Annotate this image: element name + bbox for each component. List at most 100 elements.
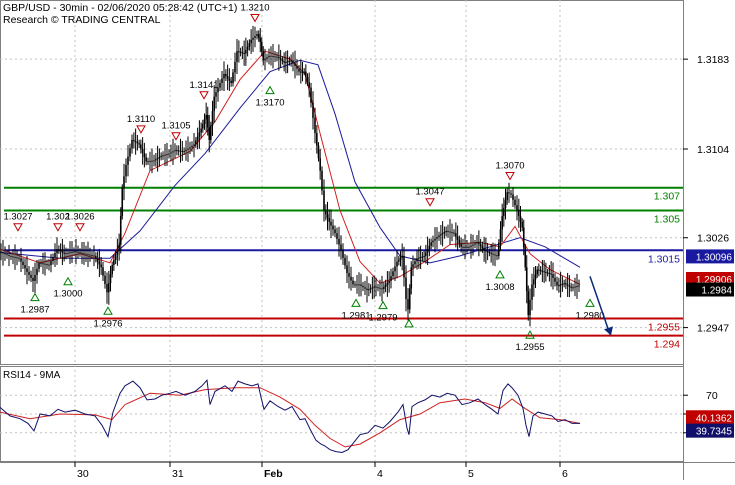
price-bar-body [48,264,50,266]
price-bar-body [50,261,52,266]
price-bar-body [332,225,334,230]
price-bar-body [256,34,258,37]
price-bar-body [559,284,562,286]
price-bar-body [298,68,300,72]
price-bar-body [46,264,48,266]
price-bar-body [449,231,451,233]
price-bar-body [81,252,83,254]
price-bar-body [259,38,262,43]
price-bar-body [384,284,387,287]
price-bar-body [407,299,409,310]
price-bar-body [419,257,422,259]
price-bar-body [268,55,270,58]
price-bar-body [453,232,455,234]
price-bar-body [245,50,247,54]
last-price-box-bg [686,272,734,287]
price-bar-body [65,253,67,255]
last-price-box: 1.30096 [686,249,734,264]
price-bar-body [317,145,320,159]
low-marker-label: 1.3170 [255,98,284,109]
price-bar-body [147,161,149,163]
price-bar-body [578,285,580,287]
price-bar-body [176,150,178,152]
price-bar-body [545,271,547,273]
price-bar-body [230,80,232,84]
price-bar-body [252,37,254,40]
price-bar-body [292,60,294,64]
price-bar-body [312,102,314,118]
grid-layer [0,0,683,461]
price-bar-body [141,148,144,153]
price-bar-body [54,253,56,258]
price-bar-body [394,266,396,272]
price-bar-body [283,61,285,63]
low-marker-label: 1.2979 [368,313,397,324]
price-bar-body [211,111,214,126]
price-bar-body [61,251,64,253]
price-bar-body [160,155,162,157]
price-bar-body [234,61,236,73]
price-bar-body [308,82,310,88]
price-bar-body [536,269,538,275]
time-tick-label: Feb [264,468,283,480]
low-marker-label: 1.2955 [515,342,544,353]
price-bar-body [499,229,502,243]
price-bar-body [412,264,414,268]
price-bar-body [485,250,487,252]
price-bar-body [42,263,44,265]
price-bar-body [106,283,108,293]
price-bar-body [149,160,151,162]
price-bar-body [36,268,38,275]
price-bar-body [52,257,54,262]
price-bar-body [373,286,375,288]
price-bar-body [260,42,263,52]
price-bar-body [239,51,242,53]
price-bar-body [96,258,99,262]
price-bar-body [371,287,374,289]
price-bar-body [527,291,530,316]
price-bar-body [288,60,291,62]
rsi-line [0,379,580,454]
price-bar-body [30,274,32,278]
price-bar-body [356,284,358,286]
price-bar-body [69,252,71,254]
price-bar-body [28,271,30,275]
price-bar-body [125,164,127,177]
price-bar-body [34,274,36,281]
time-tick-label: 31 [172,468,184,480]
price-bar-body [443,232,446,234]
price-bar-body [346,265,348,273]
price-bar-body [354,284,356,286]
price-bar-body [254,36,256,38]
price-bar-body [303,71,305,73]
price-bar-body [460,243,462,247]
price-bar-body [558,284,560,286]
high-marker-triangle [199,91,209,100]
price-bar-body [516,205,518,211]
price-bar-body [75,251,77,253]
level-label: 1.3015 [648,253,680,265]
price-bar-body [40,262,42,264]
price-bar-body [561,283,564,285]
price-bar-body [250,39,252,44]
price-bar-body [270,55,272,57]
rsi-value-box-bg [686,410,734,425]
axis-layer: 1.3183 1.3104 1.3026 1.2947 30 31 Feb 4 5 6 1.3009… [74,54,734,480]
price-bar-body [206,114,209,128]
price-bar-body [414,261,416,265]
price-bar-body [185,149,187,152]
price-bar-body [248,43,251,47]
time-tick-label: 4 [377,468,383,480]
price-bar-body [95,255,97,259]
price-bar-body [119,216,122,245]
high-marker-triangle [136,125,146,134]
forecast-arrow-head [604,326,613,336]
price-bar-body [257,34,260,39]
rsi-value-box: 39.7345 [686,423,734,438]
price-tick-label: 1.3183 [697,54,729,66]
price-bar-body [79,252,81,254]
price-bar-body [187,148,189,150]
price-bar-body [264,58,266,61]
price-bar-body [228,78,231,81]
price-bar-body [174,150,176,152]
